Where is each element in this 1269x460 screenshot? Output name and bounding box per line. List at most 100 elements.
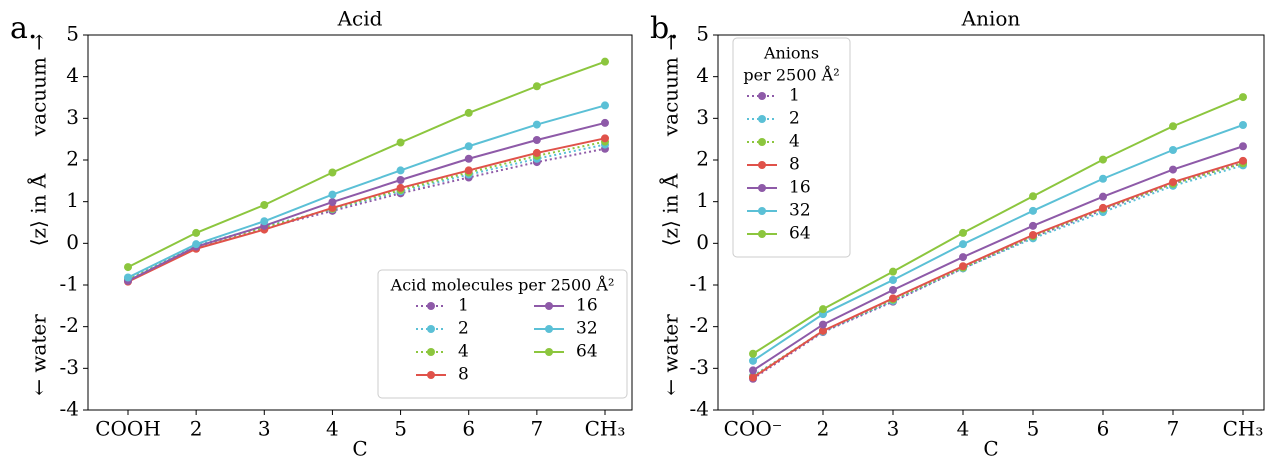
data-point (1029, 192, 1037, 201)
y-axis-label: ⟨z⟩ in Å (658, 173, 683, 246)
x-tick-label: 4 (326, 417, 339, 441)
legend-label: 64 (576, 342, 598, 362)
data-point (959, 240, 967, 249)
data-point (889, 286, 897, 294)
legend-marker (545, 302, 553, 310)
panel-label: b. (650, 11, 679, 46)
legend-label: 1 (789, 86, 800, 106)
y-tick-label: 4 (696, 63, 709, 87)
data-point (889, 267, 897, 276)
data-point (601, 101, 609, 110)
series-line (127, 137, 606, 283)
x-tick-label: 2 (190, 417, 203, 441)
data-point (889, 294, 897, 303)
legend-title: per 2500 Å² (743, 65, 839, 85)
data-point (1239, 142, 1247, 151)
series-line (752, 96, 1244, 355)
y-tick-label: 3 (696, 105, 709, 129)
legend-label: 8 (458, 365, 469, 385)
y-axis-label: ⟨z⟩ in Å (26, 173, 51, 246)
x-tick-label: CH₃ (585, 417, 626, 441)
x-tick-label: COO⁻ (724, 417, 783, 441)
data-point (260, 217, 269, 226)
x-tick-label: 4 (957, 417, 970, 441)
y-tick-label: 5 (66, 22, 79, 46)
legend-marker (545, 325, 553, 333)
legend-marker (427, 302, 435, 310)
legend-label: 1 (458, 296, 469, 316)
data-point (601, 57, 609, 66)
legend-marker (758, 184, 766, 192)
series-line (752, 145, 1244, 372)
data-point (749, 356, 757, 365)
legend-marker (427, 371, 435, 379)
chart-title: Anion (961, 7, 1021, 31)
x-tick-label: COOH (95, 417, 161, 441)
legend-label: 2 (789, 109, 800, 129)
data-point (959, 262, 967, 271)
x-tick-label: 5 (1027, 417, 1040, 441)
data-point (819, 320, 827, 329)
legend-label: 64 (789, 224, 811, 244)
x-tick-label: CH₃ (1223, 417, 1264, 441)
legend-title: Anions (763, 44, 819, 63)
data-point (192, 228, 201, 237)
data-point (396, 183, 405, 192)
data-point (819, 305, 827, 314)
series-line (127, 140, 606, 281)
legend-label: 4 (458, 342, 469, 362)
x-tick-label: 2 (817, 417, 830, 441)
data-point (532, 136, 541, 144)
x-axis-label: C (352, 437, 367, 460)
annotation: vacuum → (27, 34, 51, 138)
legend-marker (758, 161, 766, 169)
legend-marker (427, 325, 435, 333)
series-line (127, 104, 606, 279)
data-point (749, 349, 757, 358)
data-point (1099, 203, 1107, 212)
data-point (532, 120, 541, 129)
series-line (127, 143, 606, 280)
series-line (752, 159, 1244, 379)
panel-label: a. (10, 11, 37, 46)
y-tick-label: 1 (66, 188, 79, 212)
x-tick-label: 3 (887, 417, 900, 441)
data-point (328, 198, 337, 207)
x-tick-label: 6 (1097, 417, 1110, 441)
legend-label: 16 (789, 178, 811, 198)
data-point (464, 154, 473, 163)
data-point (1099, 174, 1107, 183)
data-point (749, 366, 757, 375)
data-point (1029, 206, 1037, 215)
legend-marker (758, 138, 766, 146)
data-point (532, 148, 541, 157)
x-tick-label: 5 (394, 417, 407, 441)
y-tick-label: -2 (690, 313, 709, 337)
y-tick-label: -1 (690, 272, 709, 296)
data-point (819, 326, 827, 335)
legend-marker (758, 207, 766, 215)
series-line (127, 147, 606, 281)
data-point (124, 263, 132, 272)
y-tick-label: -3 (60, 355, 79, 379)
y-tick-label: 3 (66, 105, 79, 129)
data-point (959, 253, 967, 262)
plot-frame (717, 34, 1265, 411)
data-point (1099, 155, 1107, 164)
data-point (124, 273, 132, 282)
y-tick-label: -1 (60, 272, 79, 296)
annotation: vacuum → (659, 34, 683, 138)
chart-title: Acid (337, 7, 383, 31)
data-point (1169, 178, 1177, 187)
data-point (959, 228, 967, 237)
y-tick-label: 0 (696, 230, 709, 254)
series-line (127, 121, 606, 282)
data-point (749, 373, 757, 382)
legend-marker (758, 230, 766, 238)
data-point (396, 176, 405, 184)
data-point (889, 276, 897, 284)
legend-marker (545, 348, 553, 356)
y-tick-label: -4 (690, 397, 709, 421)
data-point (1099, 192, 1107, 201)
y-tick-label: -4 (60, 397, 79, 421)
